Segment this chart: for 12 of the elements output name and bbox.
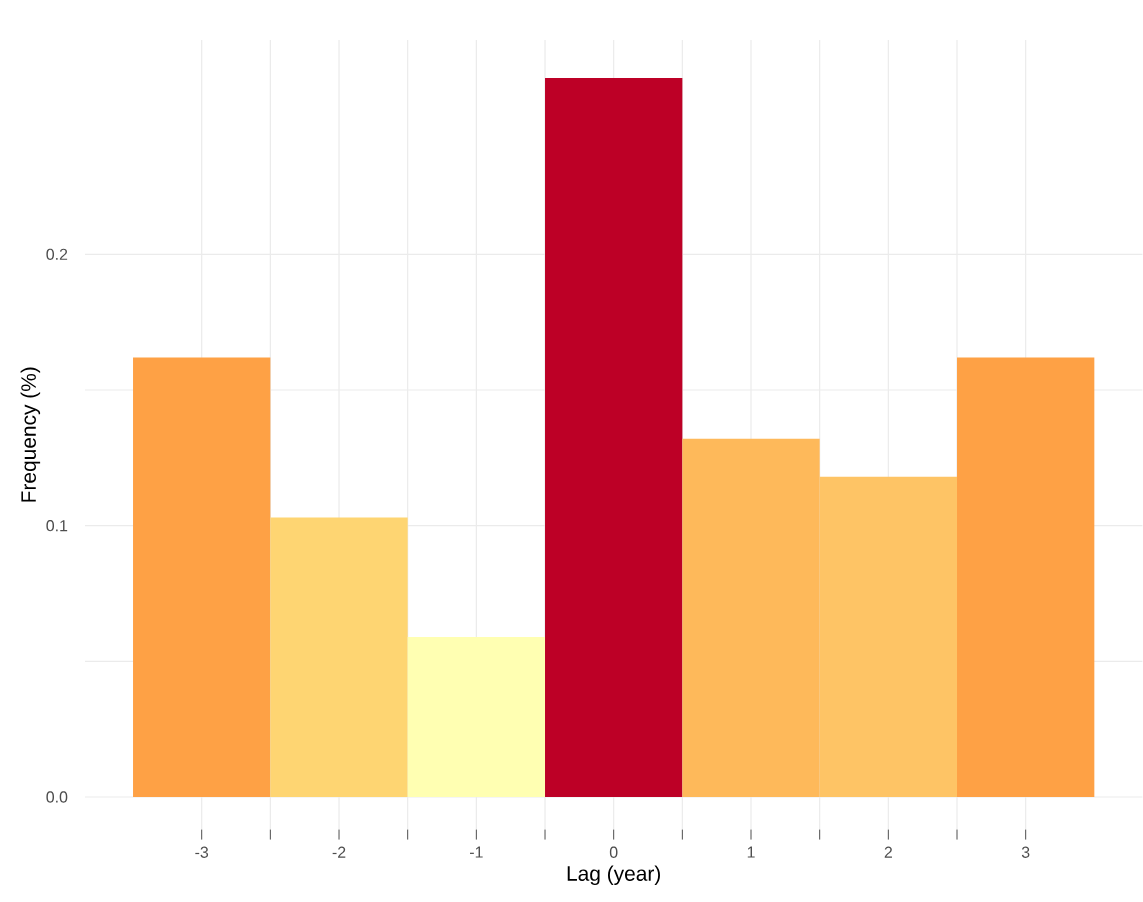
y-axis-title: Frequency (%): [20, 367, 41, 502]
x-tick-label: 1: [747, 846, 755, 858]
x-tick-label: 2: [884, 846, 892, 858]
x-tick-label: -2: [332, 846, 346, 858]
x-tick-label: -1: [469, 846, 483, 858]
y-tick-label: 0.1: [46, 520, 68, 532]
y-tick-label: 0.2: [46, 248, 68, 261]
x-tick-label: -3: [195, 846, 209, 859]
x-axis-title: Lag (year): [567, 865, 660, 886]
x-tick-label: 0: [609, 846, 618, 859]
x-tick-label: 3: [1021, 846, 1030, 859]
y-tick-label: 0.0: [46, 791, 68, 803]
